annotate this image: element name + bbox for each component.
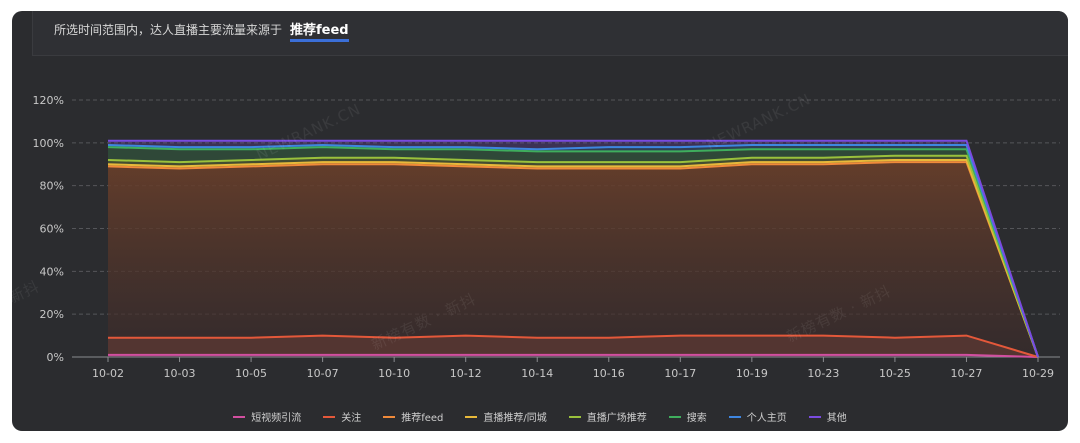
legend-swatch: [728, 415, 741, 418]
y-tick-label: 100%: [33, 137, 64, 150]
summary-text: 所选时间范围内，达人直播主要流量来源于: [54, 23, 283, 37]
x-tick-label: 10-05: [235, 367, 267, 380]
y-tick-label: 60%: [40, 223, 64, 236]
x-tick-label: 10-23: [807, 367, 839, 380]
x-tick-label: 10-29: [1022, 367, 1054, 380]
legend-item-7[interactable]: 其他: [808, 409, 847, 424]
legend-item-6[interactable]: 个人主页: [728, 409, 787, 424]
legend-swatch: [465, 415, 478, 418]
legend-swatch: [383, 415, 396, 418]
legend-swatch: [323, 415, 336, 418]
y-tick-label: 80%: [40, 180, 64, 193]
series-line-4: [107, 154, 1039, 358]
legend-item-1[interactable]: 关注: [323, 409, 361, 424]
y-tick-label: 0%: [47, 351, 64, 364]
x-tick-label: 10-14: [521, 367, 553, 380]
x-tick-label: 10-16: [593, 367, 625, 380]
legend-swatch: [668, 415, 681, 418]
series-area-1: [108, 335, 1038, 357]
legend-label: 直播广场推荐: [586, 413, 647, 424]
legend-item-0[interactable]: 短视频引流: [233, 409, 301, 424]
traffic-source-chart: 0% 20% 40% 60% 80% 100% 120% 10-02 10-03 10-05 10-…: [33, 94, 1060, 380]
series-line-0: [108, 353, 1039, 358]
x-tick-label: 10-03: [164, 367, 196, 380]
legend-label: 个人主页: [746, 413, 787, 424]
legend-item-2[interactable]: 推荐feed: [383, 409, 443, 424]
x-tick-label: 10-02: [92, 367, 124, 380]
summary-value[interactable]: 推荐feed: [290, 19, 349, 42]
x-tick-label: 10-12: [450, 367, 482, 380]
legend-label: 其他: [826, 413, 847, 424]
legend-label: 直播推荐/同城: [483, 413, 547, 424]
legend-label: 推荐feed: [401, 413, 444, 424]
summary-line: 所选时间范围内，达人直播主要流量来源于 推荐feed: [54, 19, 349, 42]
y-tick-label: 20%: [40, 308, 64, 321]
x-tick-label: 10-17: [664, 367, 696, 380]
series-line-2: [107, 161, 1039, 358]
series-line-3: [107, 159, 1039, 358]
area-layer: [108, 140, 1038, 357]
legend-swatch: [233, 415, 246, 418]
legend-item-4[interactable]: 直播广场推荐: [568, 409, 647, 424]
x-tick-label: 10-07: [307, 367, 339, 380]
axis-layer: 0% 20% 40% 60% 80% 100% 120% 10-02 10-03 10-05 10-…: [33, 94, 1054, 380]
legend-swatch: [568, 415, 581, 418]
x-tick-label: 10-27: [950, 367, 982, 380]
x-tick-label: 10-10: [378, 367, 410, 380]
chart-legend: 短视频引流 关注 推荐feed 直播推荐/同城 直播广场推荐 搜索 个人主页 其他: [12, 409, 1068, 424]
legend-item-5[interactable]: 搜索: [668, 409, 707, 424]
x-tick-label: 10-19: [736, 367, 768, 380]
series-line-6: [107, 143, 1039, 358]
summary-header: 所选时间范围内，达人直播主要流量来源于 推荐feed: [32, 11, 1068, 56]
y-tick-label: 40%: [40, 265, 64, 278]
legend-swatch: [808, 415, 821, 418]
y-tick-label: 120%: [33, 94, 64, 107]
legend-label: 关注: [341, 413, 362, 424]
legend-label: 短视频引流: [251, 413, 302, 424]
legend-item-3[interactable]: 直播推荐/同城: [465, 409, 547, 424]
x-tick-label: 10-25: [879, 367, 911, 380]
series-line-7: [108, 139, 1039, 358]
series-line-1: [108, 334, 1039, 358]
series-line-5: [107, 146, 1039, 358]
series-area-2: [108, 162, 1038, 357]
line-layer: [107, 139, 1039, 358]
chart-card: 所选时间范围内，达人直播主要流量来源于 推荐feed 0% 20% 40% 60% 80…: [12, 11, 1068, 431]
legend-label: 搜索: [686, 413, 707, 424]
